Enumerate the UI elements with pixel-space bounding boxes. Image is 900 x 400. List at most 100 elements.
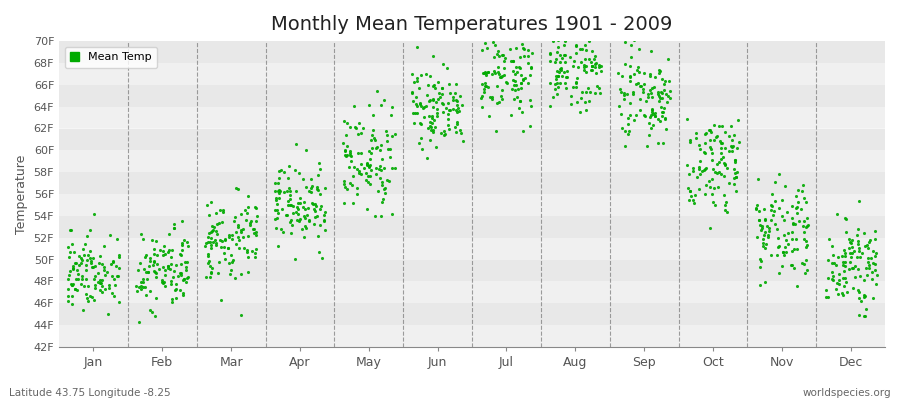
Point: [210, 221, 224, 227]
Point: [239, 249, 254, 255]
Point: [361, 173, 375, 179]
Point: [717, 207, 732, 214]
Point: [846, 284, 860, 291]
Point: [727, 132, 742, 138]
Bar: [59, 238, 885, 260]
Point: [291, 199, 305, 206]
Point: [551, 73, 565, 80]
Point: [686, 165, 700, 171]
Point: [859, 313, 873, 319]
Point: [417, 114, 431, 120]
Point: [830, 280, 844, 286]
Point: [475, 23, 490, 29]
Point: [864, 255, 878, 261]
Point: [76, 246, 90, 252]
Point: [724, 123, 738, 130]
Point: [698, 148, 712, 155]
Point: [752, 216, 766, 223]
Point: [64, 227, 78, 233]
Point: [510, 86, 525, 92]
Point: [785, 229, 799, 236]
Point: [771, 235, 786, 241]
Point: [337, 118, 351, 124]
Point: [869, 272, 884, 278]
Point: [423, 119, 437, 125]
Point: [698, 150, 712, 156]
Point: [234, 229, 248, 235]
Point: [487, 54, 501, 60]
Point: [104, 232, 118, 238]
Point: [559, 85, 573, 92]
Point: [298, 215, 312, 222]
Point: [767, 207, 781, 214]
Point: [612, 102, 626, 109]
Point: [65, 282, 79, 288]
Point: [410, 44, 425, 50]
Point: [347, 124, 362, 130]
Point: [750, 202, 764, 208]
Point: [283, 219, 297, 226]
Point: [752, 217, 767, 224]
Point: [213, 244, 228, 250]
Point: [851, 248, 866, 254]
Point: [496, 72, 510, 78]
Point: [763, 252, 778, 258]
Point: [312, 222, 327, 228]
Point: [705, 156, 719, 163]
Point: [617, 96, 632, 102]
Point: [474, 36, 489, 42]
Point: [300, 212, 314, 218]
Point: [248, 218, 263, 224]
Point: [67, 249, 81, 255]
Point: [232, 237, 247, 243]
Point: [345, 182, 359, 188]
Point: [648, 113, 662, 119]
Point: [161, 263, 176, 269]
Point: [364, 137, 379, 143]
Point: [272, 190, 286, 196]
Point: [859, 306, 873, 312]
Point: [298, 222, 312, 229]
Point: [413, 101, 428, 107]
Point: [557, 79, 572, 86]
Point: [205, 238, 220, 245]
Point: [212, 237, 227, 244]
Point: [624, 41, 638, 48]
Point: [105, 273, 120, 279]
Point: [857, 230, 871, 236]
Point: [708, 134, 723, 140]
Point: [163, 266, 177, 272]
Point: [632, 46, 646, 52]
Point: [581, 98, 596, 104]
Text: Latitude 43.75 Longitude -8.25: Latitude 43.75 Longitude -8.25: [9, 388, 171, 398]
Point: [178, 267, 193, 273]
Point: [454, 130, 468, 136]
Point: [623, 78, 637, 84]
Point: [581, 27, 596, 34]
Point: [861, 239, 876, 245]
Point: [580, 69, 594, 75]
Point: [317, 216, 331, 223]
Point: [295, 226, 310, 233]
Point: [630, 67, 644, 74]
Point: [615, 73, 629, 79]
Point: [848, 263, 862, 270]
Point: [494, 74, 508, 81]
Point: [292, 216, 307, 222]
Point: [577, 64, 591, 71]
Point: [543, 58, 557, 64]
Point: [490, 83, 504, 89]
Point: [543, 102, 557, 109]
Point: [449, 128, 464, 135]
Point: [485, 96, 500, 102]
Point: [573, 95, 588, 102]
Point: [97, 264, 112, 271]
Point: [168, 294, 183, 301]
Point: [858, 242, 872, 249]
Point: [583, 88, 598, 95]
Point: [474, 104, 489, 110]
Point: [426, 120, 440, 127]
Point: [168, 262, 183, 268]
Point: [95, 282, 110, 289]
Point: [342, 152, 356, 158]
